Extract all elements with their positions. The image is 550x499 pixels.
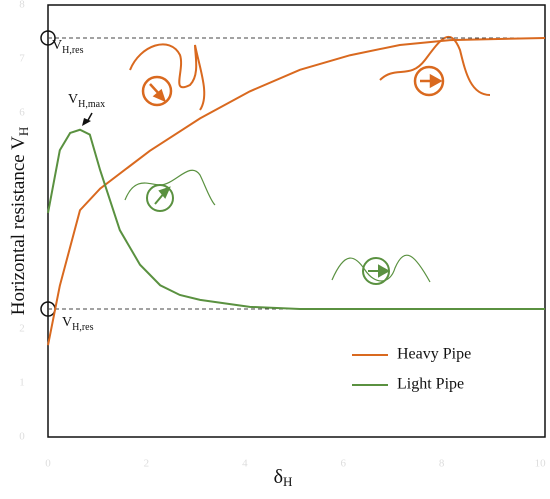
annotation-sub: H,max	[78, 99, 105, 110]
heavy-pipe-icon	[129, 43, 206, 111]
heavy-pipe-icon	[379, 36, 491, 97]
y-tick-label: 8	[19, 0, 25, 11]
legend-label: Light Pipe	[397, 376, 464, 393]
annotation: VH,max	[68, 92, 105, 110]
y-tick-label: 4	[19, 215, 25, 227]
light-pipe-icon	[124, 169, 216, 212]
x-tick-label: 0	[45, 458, 51, 470]
y-tick-label: 2	[19, 323, 25, 335]
x-tick-label: 4	[242, 458, 248, 470]
y-axis-label-main: Horizontal resistance V	[8, 136, 29, 315]
x-tick-label: 10	[535, 458, 547, 470]
y-tick-label: 1	[19, 377, 25, 389]
x-axis-label: δH	[274, 466, 293, 489]
y-tick-label: 3	[19, 269, 25, 281]
annotation-main: V	[62, 315, 72, 330]
x-axis-label-sub: H	[283, 474, 292, 489]
x-tick-label: 2	[144, 458, 150, 470]
x-tick-label: 8	[439, 458, 445, 470]
y-tick-label: 0	[19, 431, 25, 443]
y-tick-label: 7	[19, 53, 25, 65]
x-tick-label: 6	[340, 458, 346, 470]
annotation-sub: H,res	[72, 322, 93, 333]
y-axis-label-sub: H	[16, 127, 31, 136]
y-axis-label: Horizontal resistance VH	[8, 127, 31, 315]
legend-label: Heavy Pipe	[397, 346, 471, 363]
plot-frame	[47, 4, 546, 438]
line-series	[47, 36, 546, 346]
reference-marker	[40, 30, 56, 46]
annotation: VH,res	[52, 38, 84, 56]
light-pipe-icon	[331, 254, 431, 285]
line-series	[47, 128, 545, 311]
annotation-main: V	[52, 38, 62, 53]
x-axis-label-main: δ	[274, 466, 283, 488]
annotation-main: V	[68, 92, 78, 107]
y-tick-label: 6	[19, 107, 25, 119]
annotation: VH,res	[62, 315, 94, 333]
annotation-sub: H,res	[62, 45, 83, 56]
annotation-arrowhead	[82, 118, 91, 126]
y-tick-label: 5	[19, 161, 25, 173]
